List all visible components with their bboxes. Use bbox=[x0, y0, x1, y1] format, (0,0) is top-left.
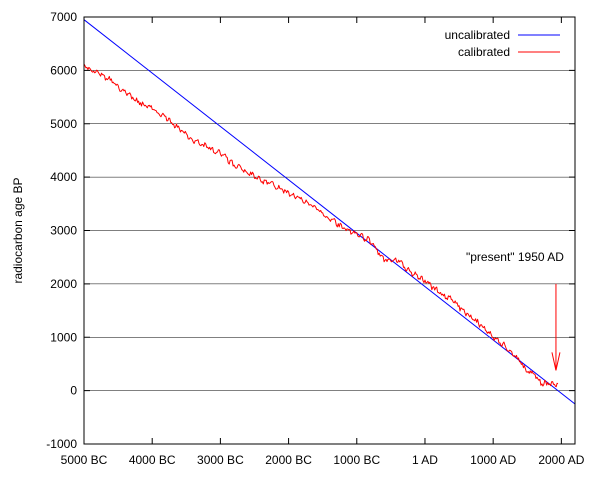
y-tick-label: 7000 bbox=[50, 10, 77, 24]
series-line-uncalibrated bbox=[83, 19, 576, 405]
y-tick-label: 6000 bbox=[50, 63, 77, 77]
x-tick-label: 2000 BC bbox=[265, 453, 312, 467]
y-tick-label: 5000 bbox=[50, 117, 77, 131]
series-line-calibrated bbox=[83, 63, 559, 388]
plot-series bbox=[83, 19, 576, 405]
annotation-text: "present" 1950 AD bbox=[466, 250, 564, 264]
y-tick-label: 4000 bbox=[50, 170, 77, 184]
y-tick-label: -1000 bbox=[46, 437, 77, 451]
legend: uncalibrated calibrated bbox=[445, 28, 560, 59]
x-tick-label: 1000 AD bbox=[470, 453, 516, 467]
y-tick-label: 3000 bbox=[50, 224, 77, 238]
x-tick-label: 1 AD bbox=[412, 453, 438, 467]
legend-label-uncalibrated: uncalibrated bbox=[445, 28, 510, 42]
y-tick-label: 1000 bbox=[50, 330, 77, 344]
annotations: "present" 1950 AD bbox=[466, 250, 564, 371]
x-tick-label: 5000 BC bbox=[61, 453, 108, 467]
x-tick-label: 3000 BC bbox=[197, 453, 244, 467]
y-axis-label: radiocarbon age BP bbox=[11, 177, 25, 283]
x-tick-label: 1000 BC bbox=[333, 453, 380, 467]
legend-label-calibrated: calibrated bbox=[458, 45, 510, 59]
axis-ticks: -1000 0 1000 2000 3000 4000 5000 6000 7000 5000 B… bbox=[46, 10, 584, 467]
grid-lines bbox=[84, 70, 575, 391]
annotation-arrow-head bbox=[551, 352, 561, 371]
x-tick-label: 2000 AD bbox=[538, 453, 584, 467]
x-tick-label: 4000 BC bbox=[129, 453, 176, 467]
y-tick-label: 2000 bbox=[50, 277, 77, 291]
y-tick-label: 0 bbox=[70, 384, 77, 398]
